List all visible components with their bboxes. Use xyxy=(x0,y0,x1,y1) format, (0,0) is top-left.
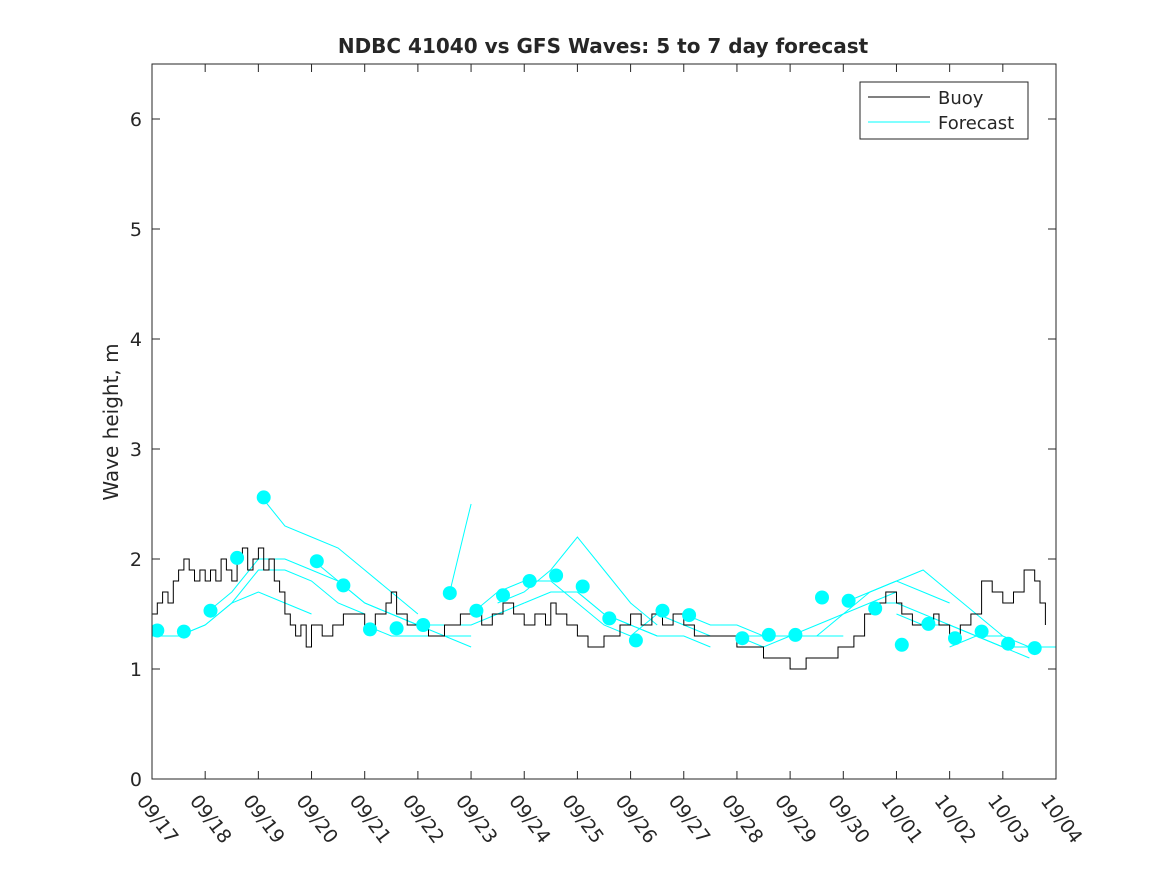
forecast-marker xyxy=(522,574,537,588)
forecast-marker xyxy=(336,578,351,593)
forecast-line-7 xyxy=(417,602,525,626)
forecast-marker xyxy=(176,624,191,639)
x-tick-label: 09/19 xyxy=(238,791,289,848)
y-tick-label: 5 xyxy=(130,219,142,241)
forecast-marker xyxy=(496,588,510,603)
forecast-marker xyxy=(230,550,245,565)
y-tick-label: 1 xyxy=(130,659,142,681)
x-tick-label: 09/26 xyxy=(611,791,662,848)
forecast-marker xyxy=(152,623,165,638)
forecast-marker xyxy=(868,601,883,616)
plot-area xyxy=(152,490,1056,670)
forecast-marker xyxy=(256,490,271,505)
y-tick-label: 2 xyxy=(130,549,142,571)
forecast-marker xyxy=(974,624,989,639)
x-tick-label: 09/21 xyxy=(345,791,396,848)
forecast-marker xyxy=(948,631,962,646)
forecast-line-10 xyxy=(497,536,658,626)
forecast-marker xyxy=(841,593,856,608)
forecast-line-6 xyxy=(364,624,472,637)
forecast-marker xyxy=(442,586,457,601)
x-tick-label: 09/30 xyxy=(823,791,874,848)
x-tick-label: 10/01 xyxy=(876,791,927,848)
legend: Buoy Forecast xyxy=(859,81,1029,140)
axes-frame xyxy=(151,63,1057,780)
buoy-line xyxy=(152,547,1046,670)
legend-forecast-label: Forecast xyxy=(938,113,1014,134)
forecast-marker xyxy=(389,621,404,636)
forecast-line-2 xyxy=(178,569,365,637)
forecast-line-4 xyxy=(258,492,419,615)
y-tick-label: 6 xyxy=(130,109,142,131)
forecast-marker xyxy=(628,633,643,648)
forecast-marker xyxy=(735,631,750,646)
forecast-marker xyxy=(309,554,324,569)
forecast-marker xyxy=(363,622,377,637)
y-tick-label: 0 xyxy=(130,769,142,791)
forecast-marker xyxy=(469,603,484,618)
forecast-marker xyxy=(549,568,564,583)
x-tick-label: 09/20 xyxy=(292,791,343,848)
x-tick-label: 09/24 xyxy=(504,791,555,848)
x-tick-label: 09/25 xyxy=(557,791,608,848)
x-tick-label: 10/02 xyxy=(930,791,981,848)
y-axis-label: Wave height, m xyxy=(99,343,123,500)
forecast-marker xyxy=(655,603,670,618)
chart-title: NDBC 41040 vs GFS Waves: 5 to 7 day fore… xyxy=(338,34,869,58)
x-tick-label: 09/29 xyxy=(770,791,821,848)
forecast-marker xyxy=(921,616,936,631)
forecast-marker xyxy=(815,590,829,605)
legend-box xyxy=(859,81,1029,140)
x-tick-label: 09/17 xyxy=(132,791,183,848)
x-tick-label: 09/23 xyxy=(451,791,502,848)
y-tick-label: 3 xyxy=(130,439,142,461)
forecast-line-8 xyxy=(449,503,472,593)
forecast-marker xyxy=(416,618,431,632)
x-tick-label: 09/28 xyxy=(717,791,768,848)
x-tick-label: 10/04 xyxy=(1036,791,1087,848)
forecast-marker xyxy=(203,603,218,618)
forecast-marker xyxy=(682,608,697,623)
forecast-marker xyxy=(1001,636,1016,651)
x-tick-label: 09/22 xyxy=(398,791,449,848)
x-tick-label: 10/03 xyxy=(983,791,1034,848)
forecast-line-12 xyxy=(577,591,711,648)
forecast-marker xyxy=(575,579,590,594)
forecast-marker xyxy=(788,627,803,642)
forecast-marker xyxy=(1027,641,1042,656)
x-tick-label: 09/18 xyxy=(185,791,236,848)
y-tick-label: 4 xyxy=(130,329,142,351)
x-tick-label: 09/27 xyxy=(664,791,715,848)
legend-buoy-label: Buoy xyxy=(938,88,984,109)
forecast-marker xyxy=(894,637,909,652)
forecast-marker xyxy=(602,611,617,626)
forecast-marker xyxy=(761,627,776,642)
